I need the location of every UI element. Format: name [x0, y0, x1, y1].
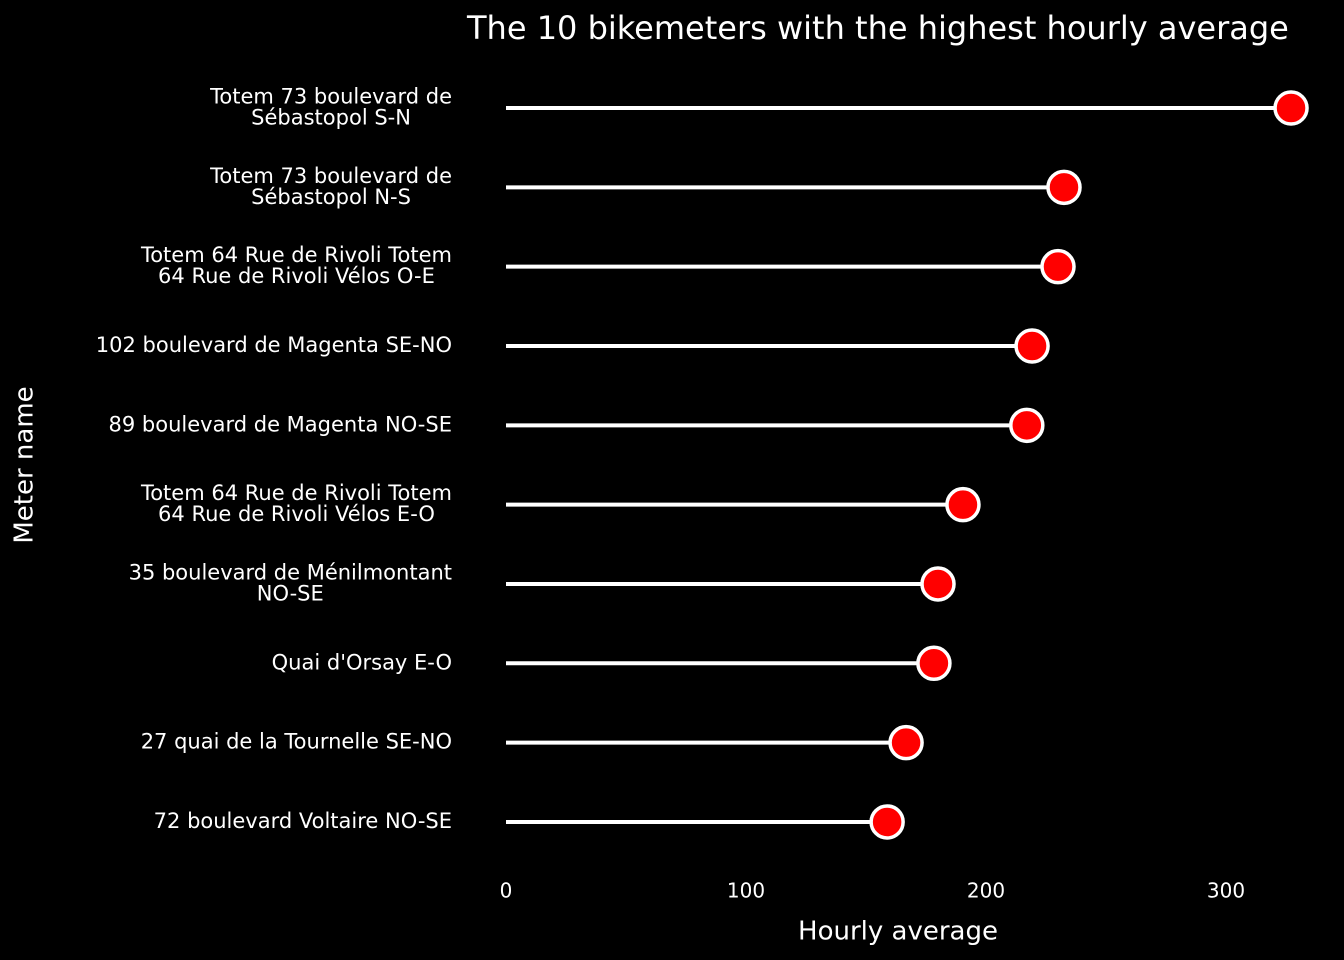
y-tick-label: 89 boulevard de Magenta NO-SE [109, 412, 452, 436]
marker [945, 486, 981, 523]
y-tick-label: 72 boulevard Voltaire NO-SE [154, 809, 452, 833]
marker [1014, 328, 1050, 364]
x-tick-label: 300 [1207, 879, 1245, 903]
y-tick-label: 102 boulevard de Magenta SE-NO [96, 333, 452, 357]
x-tick-label: 100 [727, 879, 765, 903]
y-tick-label: Totem 73 boulevard de Sébastopol N-S [209, 164, 452, 209]
x-tick-label: 0 [500, 879, 513, 903]
x-axis-label: Hourly average [798, 917, 998, 947]
marker [869, 804, 905, 840]
y-tick-label: 35 boulevard de Ménilmontant NO-SE [129, 560, 452, 605]
x-tick-label: 200 [967, 879, 1005, 903]
marker [916, 645, 952, 682]
chart-title: The 10 bikemeters with the highest hourl… [466, 9, 1289, 47]
y-axis-label: Meter name [10, 386, 40, 543]
y-tick-label: Totem 73 boulevard de Sébastopol S-N [209, 85, 452, 130]
marker [1040, 248, 1076, 285]
marker [1273, 90, 1309, 126]
y-tick-label: Totem 64 Rue de Rivoli Totem 64 Rue de Ri… [140, 481, 452, 526]
y-tick-label: Quai d'Orsay E-O [272, 650, 452, 674]
marker [1046, 169, 1082, 206]
marker [888, 724, 924, 761]
y-tick-label: Totem 64 Rue de Rivoli Totem 64 Rue de Ri… [140, 243, 452, 288]
marker [1009, 407, 1045, 444]
marker [920, 566, 956, 602]
y-tick-label: 27 quai de la Tournelle SE-NO [141, 730, 452, 754]
